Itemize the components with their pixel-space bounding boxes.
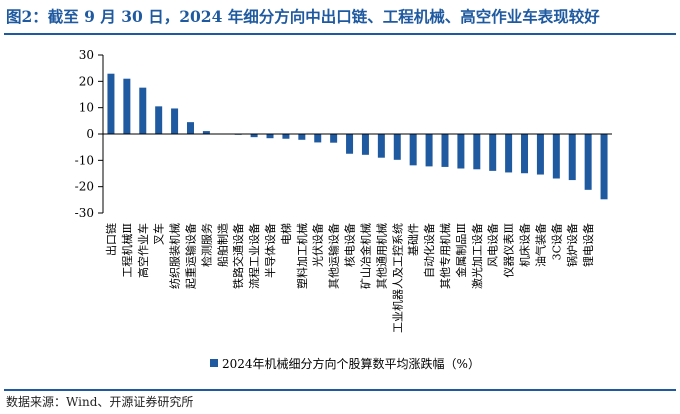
category-label: 电梯 bbox=[280, 223, 293, 245]
footer-rule bbox=[4, 389, 676, 391]
bar bbox=[139, 87, 147, 134]
category-label: 光伏设备 bbox=[311, 223, 325, 267]
category-label: 纺织服装机械 bbox=[168, 223, 182, 289]
legend-swatch bbox=[210, 359, 218, 367]
bar bbox=[282, 134, 290, 139]
bar bbox=[361, 134, 369, 155]
category-label: 流程工业设备 bbox=[247, 223, 261, 289]
bar bbox=[171, 108, 179, 134]
y-tick-label: -30 bbox=[75, 206, 94, 220]
category-label: 叉车 bbox=[152, 223, 166, 245]
bar bbox=[266, 134, 274, 139]
category-label: 其他通用机械 bbox=[374, 223, 388, 289]
legend: 2024年机械细分方向个股算数平均涨跌幅（%） bbox=[210, 356, 480, 371]
bar bbox=[377, 134, 385, 158]
bar-chart: 30 20 10 0 -10 -20 -30 出口链 工程机械Ⅲ 高空作业车 叉车 纺织服装机械 起重… bbox=[75, 48, 612, 371]
bar bbox=[584, 134, 592, 190]
bar bbox=[409, 134, 417, 166]
bar bbox=[155, 106, 163, 134]
bar bbox=[441, 134, 449, 167]
category-label: 检测服务 bbox=[199, 223, 213, 267]
y-axis: 30 20 10 0 -10 -20 -30 bbox=[75, 48, 104, 220]
bar bbox=[123, 78, 131, 134]
y-tick-label: -10 bbox=[75, 153, 94, 167]
category-labels: 出口链 工程机械Ⅲ 高空作业车 叉车 纺织服装机械 起重运输设备 检测服务 船舶制造 铁路交通设… bbox=[104, 223, 595, 333]
title-rule bbox=[4, 33, 676, 35]
category-label: 其他专用机械 bbox=[438, 223, 452, 289]
bar bbox=[107, 73, 115, 134]
bar bbox=[186, 122, 194, 134]
source-note: 数据来源：Wind、开源证券研究所 bbox=[6, 395, 194, 409]
category-label: 工业机器人及工控系统 bbox=[390, 223, 404, 333]
figure-title: 图2：截至 9 月 30 日，2024 年细分方向中出口链、工程机械、高空作业车… bbox=[6, 7, 600, 26]
category-label: 油气装备 bbox=[533, 223, 547, 267]
bar bbox=[489, 134, 497, 171]
bar bbox=[457, 134, 465, 169]
bar bbox=[393, 134, 401, 160]
category-label: 激光加工设备 bbox=[470, 223, 484, 289]
bar bbox=[425, 134, 433, 167]
bar bbox=[473, 134, 481, 170]
category-label: 船舶制造 bbox=[215, 223, 229, 267]
category-label: 起重运输设备 bbox=[183, 223, 197, 289]
category-label: 矿山冶金机械 bbox=[358, 223, 372, 289]
bar bbox=[521, 134, 529, 174]
category-label: 锅炉设备 bbox=[565, 223, 579, 267]
category-label: 3C设备 bbox=[549, 223, 563, 260]
category-label: 风电设备 bbox=[486, 223, 500, 267]
category-label: 铁路交通设备 bbox=[231, 223, 245, 289]
category-label: 基础件 bbox=[407, 223, 420, 256]
bar bbox=[600, 134, 608, 200]
bar bbox=[505, 134, 513, 173]
bar bbox=[298, 134, 306, 140]
category-label: 仪器仪表Ⅲ bbox=[502, 223, 516, 278]
category-label: 自动化设备 bbox=[422, 223, 436, 278]
bar bbox=[552, 134, 560, 179]
bar bbox=[250, 134, 258, 138]
bar bbox=[314, 134, 322, 143]
bar bbox=[202, 131, 210, 134]
bar bbox=[568, 134, 576, 181]
bar bbox=[330, 134, 338, 143]
y-tick-label: -20 bbox=[75, 180, 94, 194]
category-label: 塑料加工机械 bbox=[295, 223, 309, 289]
bar bbox=[536, 134, 544, 175]
y-tick-label: 10 bbox=[79, 101, 94, 115]
category-label: 高空作业车 bbox=[136, 223, 150, 278]
category-label: 工程机械Ⅲ bbox=[120, 223, 134, 278]
category-label: 出口链 bbox=[104, 223, 118, 256]
legend-label: 2024年机械细分方向个股算数平均涨跌幅（%） bbox=[222, 356, 480, 371]
category-label: 核电设备 bbox=[343, 223, 357, 267]
category-label: 锂电设备 bbox=[581, 223, 595, 267]
bar bbox=[346, 134, 354, 154]
y-tick-label: 0 bbox=[86, 127, 94, 141]
category-label: 其他运输设备 bbox=[327, 223, 341, 289]
y-tick-label: 20 bbox=[79, 74, 94, 88]
bars bbox=[107, 73, 608, 200]
category-label: 金属制品Ⅲ bbox=[454, 223, 468, 278]
category-label: 半导体设备 bbox=[263, 223, 277, 278]
category-label: 机床设备 bbox=[518, 223, 532, 267]
y-tick-label: 30 bbox=[79, 48, 94, 62]
